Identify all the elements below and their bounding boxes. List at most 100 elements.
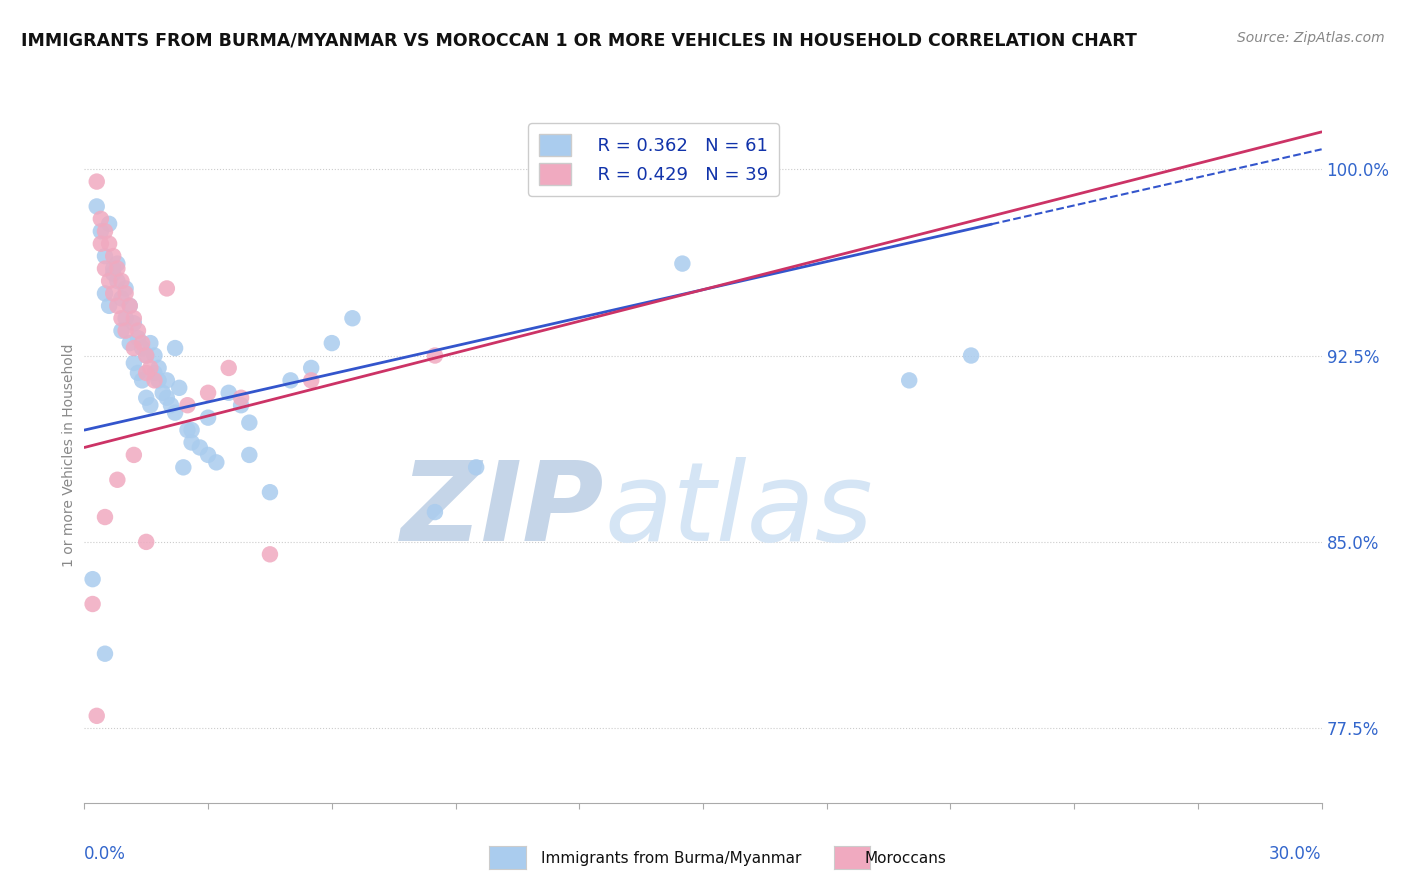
Point	[114, 286, 136, 301]
Point	[114, 281, 136, 295]
Point	[94, 286, 117, 301]
Point	[148, 361, 170, 376]
Point	[122, 356, 145, 370]
Point	[103, 267, 125, 281]
Point	[127, 366, 149, 380]
Point	[423, 505, 446, 519]
Point	[90, 236, 112, 251]
Point	[156, 373, 179, 387]
Point	[259, 485, 281, 500]
Point	[299, 361, 322, 376]
Point	[135, 349, 157, 363]
Point	[114, 324, 136, 338]
Point	[135, 366, 157, 380]
Point	[105, 299, 128, 313]
Point	[94, 224, 117, 238]
Point	[197, 448, 219, 462]
Point	[86, 199, 108, 213]
Point	[165, 341, 187, 355]
Point	[172, 460, 194, 475]
Point	[156, 281, 179, 295]
Point	[105, 257, 128, 271]
Point	[238, 416, 260, 430]
Point	[139, 398, 162, 412]
Point	[122, 448, 145, 462]
Point	[131, 341, 153, 355]
Point	[82, 572, 104, 586]
Point	[197, 410, 219, 425]
Point	[127, 331, 149, 345]
Point	[152, 385, 174, 400]
Point	[103, 261, 125, 276]
Point	[165, 406, 187, 420]
Point	[135, 349, 157, 363]
Point	[139, 361, 162, 376]
Point	[156, 391, 179, 405]
Point	[465, 460, 488, 475]
Point	[105, 261, 128, 276]
Point	[180, 435, 202, 450]
Point	[651, 167, 673, 181]
Point	[94, 510, 117, 524]
Point	[110, 292, 132, 306]
Point	[229, 398, 252, 412]
Point	[167, 381, 190, 395]
Point	[98, 217, 121, 231]
Text: ZIP: ZIP	[401, 457, 605, 564]
Point	[110, 274, 132, 288]
Point	[229, 391, 252, 405]
Point	[118, 299, 141, 313]
Point	[122, 341, 145, 355]
Point	[280, 373, 302, 387]
Point	[82, 597, 104, 611]
Point	[205, 455, 228, 469]
Point	[135, 391, 157, 405]
Point	[127, 324, 149, 338]
Text: 30.0%: 30.0%	[1270, 845, 1322, 863]
Point	[898, 373, 921, 387]
Point	[103, 286, 125, 301]
Text: IMMIGRANTS FROM BURMA/MYANMAR VS MOROCCAN 1 OR MORE VEHICLES IN HOUSEHOLD CORREL: IMMIGRANTS FROM BURMA/MYANMAR VS MOROCCA…	[21, 31, 1137, 49]
Point	[94, 647, 117, 661]
Point	[86, 709, 108, 723]
Point	[110, 311, 132, 326]
Text: Moroccans: Moroccans	[865, 851, 946, 865]
Point	[671, 257, 693, 271]
Point	[218, 361, 240, 376]
Point	[135, 535, 157, 549]
Point	[94, 261, 117, 276]
Point	[90, 224, 112, 238]
Point	[143, 349, 166, 363]
Point	[218, 385, 240, 400]
Point	[176, 423, 198, 437]
Text: Immigrants from Burma/Myanmar: Immigrants from Burma/Myanmar	[541, 851, 801, 865]
Point	[131, 373, 153, 387]
Point	[259, 547, 281, 561]
Y-axis label: 1 or more Vehicles in Household: 1 or more Vehicles in Household	[62, 343, 76, 566]
Point	[139, 336, 162, 351]
Point	[188, 441, 211, 455]
Text: 0.0%: 0.0%	[84, 845, 127, 863]
Point	[86, 175, 108, 189]
Point	[98, 274, 121, 288]
Point	[122, 316, 145, 330]
Point	[98, 236, 121, 251]
Point	[122, 311, 145, 326]
Point	[110, 324, 132, 338]
Point	[176, 398, 198, 412]
Point	[98, 299, 121, 313]
Point	[105, 274, 128, 288]
Point	[960, 349, 983, 363]
Point	[114, 311, 136, 326]
Point	[131, 336, 153, 351]
Point	[299, 373, 322, 387]
Point	[342, 311, 364, 326]
Point	[94, 249, 117, 263]
Legend:   R = 0.362   N = 61,   R = 0.429   N = 39: R = 0.362 N = 61, R = 0.429 N = 39	[529, 123, 779, 196]
Point	[143, 366, 166, 380]
Point	[105, 473, 128, 487]
Point	[118, 336, 141, 351]
Point	[148, 373, 170, 387]
Text: atlas: atlas	[605, 457, 873, 564]
Point	[103, 249, 125, 263]
